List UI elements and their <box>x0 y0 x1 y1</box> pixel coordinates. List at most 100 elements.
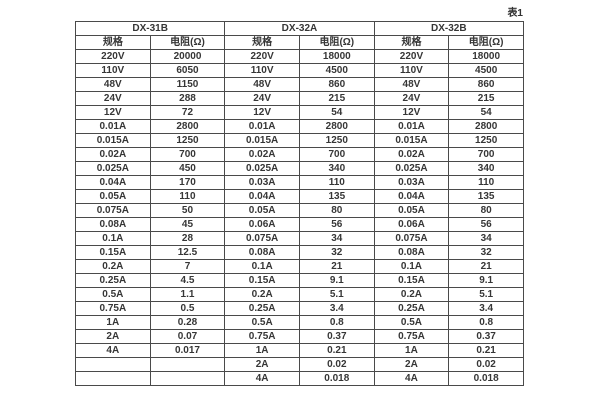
spec-cell: 0.25A <box>373 301 450 316</box>
spec-cell: 0.15A <box>373 273 450 288</box>
spec-cell: 0.075A <box>75 203 151 218</box>
spec-cell: 110V <box>373 63 450 78</box>
resistance-cell <box>149 357 226 372</box>
resistance-cell: 4500 <box>298 63 375 78</box>
spec-cell: 24V <box>224 91 300 106</box>
table-row: 1A 0.28 0.5A 0.8 0.5A 0.8 <box>75 315 524 330</box>
table-row: 2A 0.07 0.75A 0.37 0.75A 0.37 <box>75 329 524 344</box>
resistance-cell: 215 <box>298 91 375 106</box>
spec-cell: 0.05A <box>75 189 151 204</box>
resistance-cell: 34 <box>448 231 524 246</box>
resistance-cell: 700 <box>149 147 226 162</box>
table-row: 0.5A 1.1 0.2A 5.1 0.2A 5.1 <box>75 287 524 302</box>
resistance-cell: 4.5 <box>149 273 226 288</box>
resistance-cell: 450 <box>149 161 226 176</box>
spec-cell: 0.2A <box>224 287 300 302</box>
spec-cell: 0.03A <box>224 175 300 190</box>
resistance-cell: 0.02 <box>298 357 375 372</box>
spec-cell: 0.2A <box>75 259 151 274</box>
resistance-column-header: 电阻(Ω) <box>448 35 524 50</box>
resistance-cell: 170 <box>149 175 226 190</box>
resistance-cell: 32 <box>448 245 524 260</box>
spec-cell: 48V <box>224 77 300 92</box>
table-row: 4A 0.018 4A 0.018 <box>75 371 524 386</box>
spec-cell: 0.01A <box>373 119 450 134</box>
spec-cell: 24V <box>373 91 450 106</box>
resistance-cell: 0.8 <box>298 315 375 330</box>
spec-cell: 1A <box>75 315 151 330</box>
resistance-cell: 1.1 <box>149 287 226 302</box>
resistance-cell: 21 <box>298 259 375 274</box>
resistance-cell: 135 <box>298 189 375 204</box>
resistance-cell: 340 <box>448 161 524 176</box>
spec-cell: 0.75A <box>75 301 151 316</box>
resistance-cell: 34 <box>298 231 375 246</box>
resistance-cell: 2800 <box>149 119 226 134</box>
spec-cell: 0.02A <box>373 147 450 162</box>
spec-cell: 0.05A <box>373 203 450 218</box>
spec-cell: 220V <box>224 49 300 64</box>
spec-cell: 1A <box>224 343 300 358</box>
resistance-cell: 5.1 <box>298 287 375 302</box>
resistance-cell: 21 <box>448 259 524 274</box>
table-row: 0.04A 170 0.03A 110 0.03A 110 <box>75 175 524 190</box>
table-row: 0.05A 110 0.04A 135 0.04A 135 <box>75 189 524 204</box>
spec-cell: 0.015A <box>373 133 450 148</box>
resistance-cell: 0.07 <box>149 329 226 344</box>
resistance-cell: 700 <box>298 147 375 162</box>
resistance-cell: 0.21 <box>448 343 524 358</box>
table-row: 12V 72 12V 54 12V 54 <box>75 105 524 120</box>
spec-cell: 0.03A <box>373 175 450 190</box>
column-header-row: 规格 电阻(Ω) 规格 电阻(Ω) 规格 电阻(Ω) <box>75 35 524 50</box>
table-row: 220V 20000 220V 18000 220V 18000 <box>75 49 524 64</box>
spec-cell: 4A <box>373 371 450 386</box>
spec-cell: 12V <box>75 105 151 120</box>
table-row: 4A 0.017 1A 0.21 1A 0.21 <box>75 343 524 358</box>
table-row: 48V 1150 48V 860 48V 860 <box>75 77 524 92</box>
resistance-cell: 5.1 <box>448 287 524 302</box>
resistance-cell: 2800 <box>298 119 375 134</box>
spec-cell: 0.1A <box>373 259 450 274</box>
resistance-cell: 20000 <box>149 49 226 64</box>
spec-cell: 0.5A <box>75 287 151 302</box>
spec-cell: 0.1A <box>224 259 300 274</box>
spec-cell: 0.05A <box>224 203 300 218</box>
spec-cell: 0.08A <box>224 245 300 260</box>
resistance-cell: 110 <box>298 175 375 190</box>
resistance-column-header: 电阻(Ω) <box>298 35 375 50</box>
spec-cell: 0.025A <box>224 161 300 176</box>
table-row: 2A 0.02 2A 0.02 <box>75 357 524 372</box>
spec-cell <box>75 371 151 386</box>
resistance-cell: 0.018 <box>448 371 524 386</box>
resistance-cell: 3.4 <box>298 301 375 316</box>
spec-cell: 48V <box>75 77 151 92</box>
resistance-cell: 3.4 <box>448 301 524 316</box>
resistance-cell: 288 <box>149 91 226 106</box>
spec-cell: 110V <box>75 63 151 78</box>
spec-cell: 220V <box>75 49 151 64</box>
table-row: 0.075A 50 0.05A 80 0.05A 80 <box>75 203 524 218</box>
resistance-cell: 0.018 <box>298 371 375 386</box>
resistance-cell: 700 <box>448 147 524 162</box>
group-header-dx-31b: DX-31B <box>74 21 226 36</box>
table-head: DX-31B DX-32A DX-32B 规格 电阻(Ω) 规格 电阻(Ω) 规格 电阻(Ω) <box>74 21 525 50</box>
spec-cell: 0.06A <box>373 217 450 232</box>
spec-cell: 2A <box>224 357 300 372</box>
spec-cell: 0.075A <box>224 231 300 246</box>
resistance-column-header: 电阻(Ω) <box>149 35 226 50</box>
spec-cell <box>75 357 151 372</box>
group-header-dx-32b: DX-32B <box>373 21 525 36</box>
table-row: 0.01A 2800 0.01A 2800 0.01A 2800 <box>75 119 524 134</box>
spec-cell: 0.015A <box>224 133 300 148</box>
spec-cell: 24V <box>75 91 151 106</box>
resistance-cell: 215 <box>448 91 524 106</box>
spec-cell: 4A <box>75 343 151 358</box>
spec-cell: 4A <box>224 371 300 386</box>
resistance-cell: 45 <box>149 217 226 232</box>
spec-cell: 12V <box>373 105 450 120</box>
resistance-cell: 7 <box>149 259 226 274</box>
resistance-cell: 6050 <box>149 63 226 78</box>
spec-cell: 0.1A <box>75 231 151 246</box>
spec-cell: 1A <box>373 343 450 358</box>
